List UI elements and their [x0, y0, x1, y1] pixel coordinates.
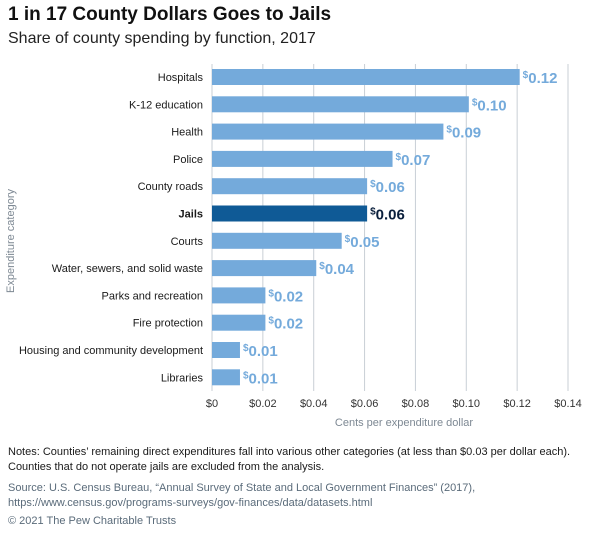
chart-subtitle: Share of county spending by function, 20… — [8, 30, 316, 47]
bar — [212, 150, 393, 167]
bar — [212, 342, 240, 358]
value-label: $0.01 — [243, 343, 278, 360]
value-label: $0.07 — [396, 152, 431, 169]
value-label: $0.10 — [472, 97, 507, 114]
bar — [212, 123, 444, 140]
y-axis-label: Expenditure category — [5, 189, 17, 293]
copyright-text: © 2021 The Pew Charitable Trusts — [8, 515, 177, 527]
value-label: $0.12 — [523, 70, 558, 87]
x-tick-label: $0.02 — [249, 398, 277, 410]
bar — [212, 205, 368, 222]
category-labels: Hospitals K-12 education Health Police Count… — [19, 72, 204, 384]
bar — [212, 369, 240, 386]
bars — [212, 69, 520, 386]
value-labels: $0.12 $0.10 $0.09 $0.07 $0.06 $0.06 $0.05 $0.04… — [243, 70, 557, 387]
bar — [212, 69, 520, 85]
value-label: $0.04 — [319, 261, 354, 278]
category-label: County roads — [138, 181, 204, 193]
bar-chart: Hospitals K-12 education Health Police Count… — [5, 64, 582, 429]
value-label: $0.01 — [243, 370, 278, 387]
category-label: Hospitals — [158, 72, 204, 84]
x-tick-label: $0.10 — [453, 398, 481, 410]
bar — [212, 96, 469, 113]
bar — [212, 260, 317, 277]
x-axis-label: Cents per expenditure dollar — [335, 417, 474, 429]
value-label: $0.05 — [345, 234, 380, 251]
category-label: Parks and recreation — [102, 290, 204, 302]
value-label: $0.02 — [268, 288, 303, 305]
bar — [212, 287, 266, 304]
x-tick-label: $0.14 — [554, 398, 582, 410]
source-text: Source: U.S. Census Bureau, “Annual Surv… — [8, 482, 476, 509]
value-label: $0.06 — [370, 207, 405, 224]
category-label: Courts — [171, 236, 204, 248]
category-label: Police — [173, 154, 203, 166]
value-label: $0.09 — [446, 125, 481, 142]
x-tick-label: $0.04 — [300, 398, 328, 410]
x-tick-label: $0.06 — [351, 398, 379, 410]
grid-lines — [211, 64, 569, 391]
bar — [212, 178, 368, 195]
category-label: Fire protection — [133, 318, 203, 330]
chart-title: 1 in 17 County Dollars Goes to Jails — [8, 4, 332, 25]
category-label: Libraries — [161, 372, 204, 384]
bar — [212, 314, 266, 331]
bar — [212, 232, 342, 249]
x-tick-labels: $0 $0.02 $0.04 $0.06 $0.08 $0.10 $0.12 $0.14 — [206, 398, 582, 410]
value-label: $0.06 — [370, 179, 405, 196]
x-tick-label: $0.08 — [402, 398, 430, 410]
category-label: Health — [171, 127, 203, 139]
category-label: K-12 education — [129, 99, 203, 111]
category-label: Housing and community development — [19, 345, 203, 357]
x-tick-label: $0 — [206, 398, 218, 410]
category-label: Water, sewers, and solid waste — [52, 263, 203, 275]
category-label: Jails — [179, 209, 203, 221]
notes-text: Notes: Counties’ remaining direct expend… — [8, 446, 571, 473]
x-tick-label: $0.12 — [503, 398, 531, 410]
value-label: $0.02 — [268, 316, 303, 333]
